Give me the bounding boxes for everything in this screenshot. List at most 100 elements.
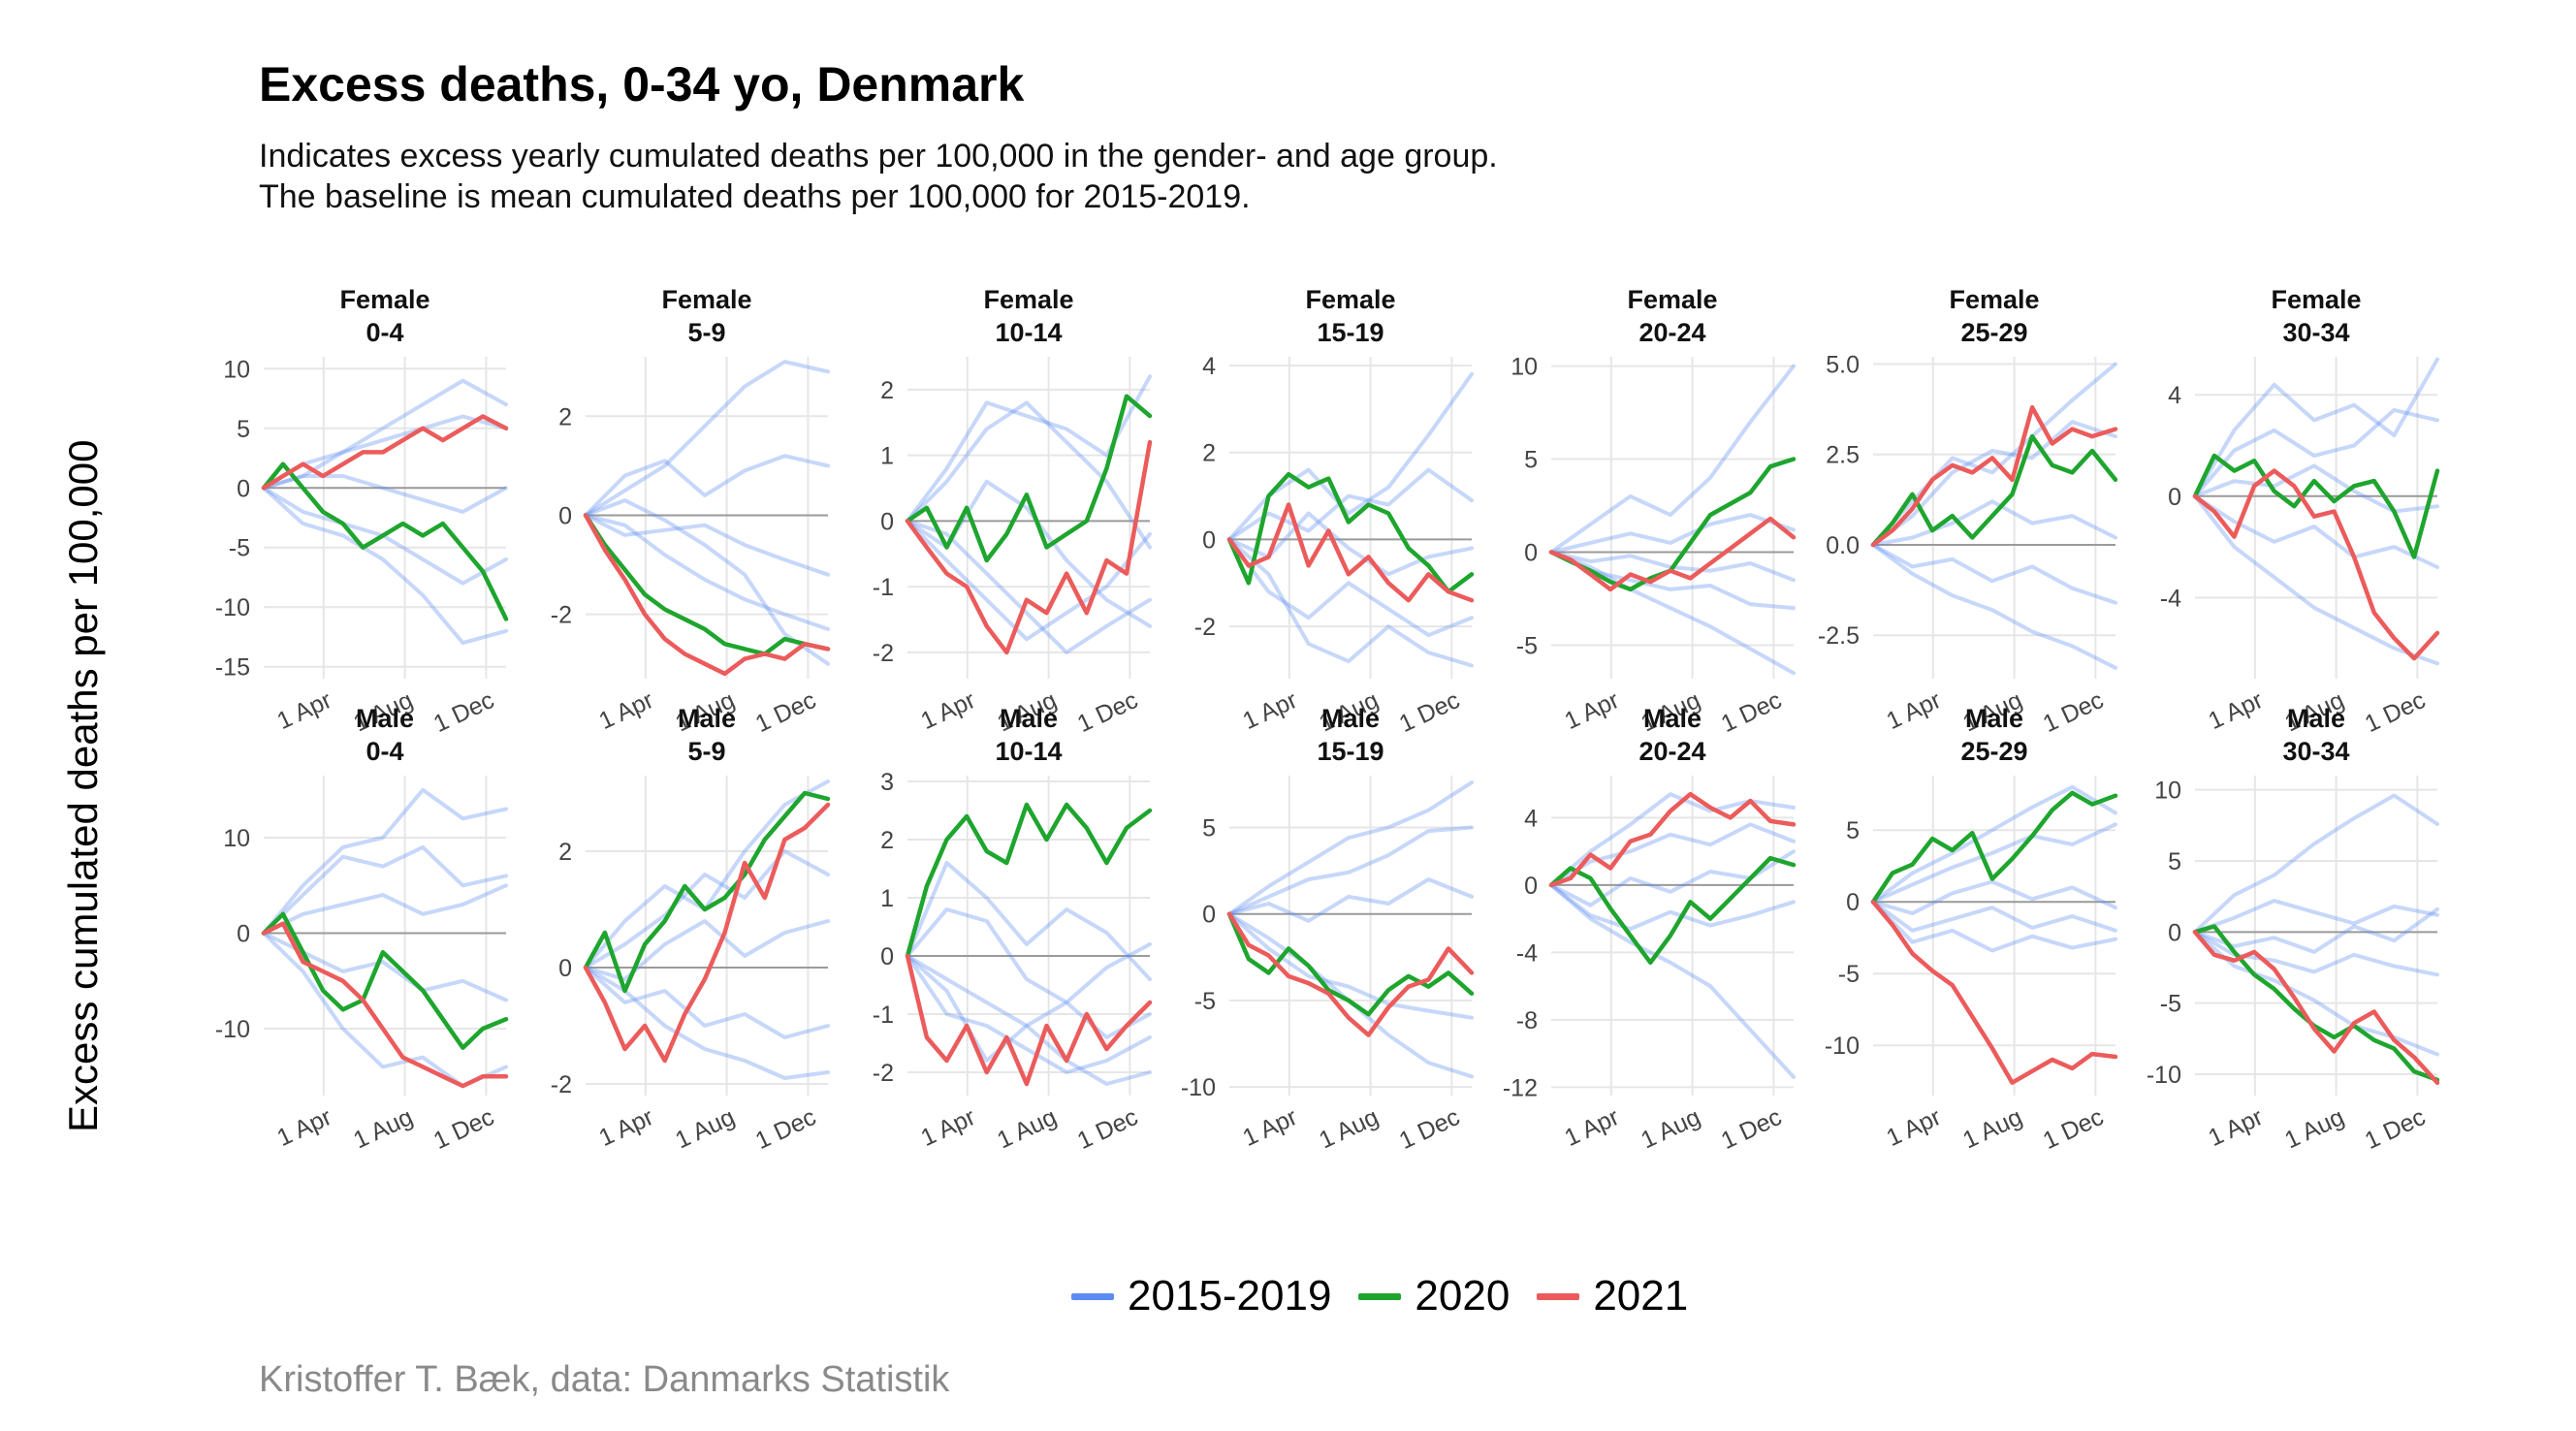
x-tick-label: 1 Apr bbox=[1561, 1103, 1624, 1152]
series-line-2015-2019 bbox=[1227, 911, 1474, 1020]
series-line-2015-2019 bbox=[2193, 899, 2439, 935]
legend-key-2020 bbox=[1358, 1292, 1402, 1300]
x-tick-label: 1 Apr bbox=[273, 686, 336, 735]
x-tick-label: 1 Apr bbox=[1239, 1103, 1302, 1152]
panel-gender-label: Female bbox=[1949, 285, 2039, 314]
panel-male-25-29: Male 25-29 1 Apr 1 Aug 1 Dec 5 0 -5 -10 bbox=[1825, 704, 2118, 1155]
series-line-2021 bbox=[1226, 911, 1475, 1037]
series-line-2015-2019 bbox=[1871, 420, 2117, 547]
x-tick-label: 1 Apr bbox=[1239, 686, 1302, 735]
x-tick-label: 1 Dec bbox=[2039, 686, 2108, 738]
y-tick-label: -4 bbox=[2160, 585, 2181, 612]
y-tick-label: -5 bbox=[2160, 991, 2181, 1018]
y-tick-label: 5 bbox=[1202, 815, 1216, 843]
panel-age-label: 5-9 bbox=[687, 737, 725, 766]
panel-age-label: 10-14 bbox=[995, 318, 1062, 347]
series-line-2015-2019 bbox=[1871, 362, 2117, 547]
series-line-2015-2019 bbox=[2193, 493, 2439, 666]
x-tick-label: 1 Apr bbox=[595, 1103, 658, 1152]
x-tick-label: 1 Dec bbox=[1395, 686, 1464, 738]
chart-subtitle-line-1: Indicates excess yearly cumulated deaths… bbox=[259, 138, 1498, 175]
series-line-2015-2019 bbox=[906, 954, 1152, 1086]
panel-male-20-24: Male 20-24 1 Apr 1 Aug 1 Dec 4 0 -4 -8 -12 bbox=[1503, 704, 1797, 1155]
y-tick-label: 0 bbox=[558, 502, 572, 529]
x-tick-label: 1 Aug bbox=[2280, 1103, 2348, 1154]
panel-gender-label: Female bbox=[1627, 285, 1717, 314]
y-tick-label: 10 bbox=[223, 356, 250, 383]
y-tick-label: -2 bbox=[873, 1060, 894, 1087]
panel-male-10-14: Male 10-14 1 Apr 1 Aug 1 Dec 3 2 1 0 -1 -2 bbox=[873, 704, 1153, 1155]
y-tick-label: 0 bbox=[880, 508, 894, 535]
x-tick-label: 1 Dec bbox=[429, 686, 498, 738]
series-line-2015-2019 bbox=[262, 378, 508, 491]
y-tick-label: 2 bbox=[558, 839, 572, 866]
panel-age-label: 20-24 bbox=[1638, 737, 1705, 766]
y-tick-label: -2.5 bbox=[1818, 622, 1860, 650]
panel-gender-label: Female bbox=[1305, 285, 1395, 314]
x-tick-label: 1 Apr bbox=[2205, 1103, 2268, 1152]
y-tick-label: 1 bbox=[880, 443, 894, 470]
y-tick-label: -4 bbox=[1516, 939, 1538, 967]
series-line-2020 bbox=[905, 802, 1153, 959]
series-line-2020 bbox=[1870, 433, 2118, 548]
panel-male-5-9: Male 5-9 1 Apr 1 Aug 1 Dec 2 0 -2 bbox=[551, 704, 831, 1155]
x-tick-label: 1 Dec bbox=[1073, 1103, 1142, 1155]
y-tick-label: 4 bbox=[1524, 805, 1538, 832]
series-line-2020 bbox=[1226, 911, 1475, 1017]
y-tick-label: 2.5 bbox=[1826, 442, 1860, 469]
x-tick-label: 1 Aug bbox=[349, 1103, 417, 1154]
panel-age-label: 25-29 bbox=[1960, 737, 2027, 766]
series-line-2015-2019 bbox=[1227, 877, 1474, 923]
panel-gender-label: Female bbox=[661, 285, 751, 314]
chart-caption: Kristoffer T. Bæk, data: Danmarks Statis… bbox=[259, 1359, 950, 1400]
series-line-2015-2019 bbox=[2193, 930, 2439, 977]
series-line-2015-2019 bbox=[1227, 825, 1474, 916]
panel-gender-label: Male bbox=[2287, 704, 2345, 733]
series-line-2015-2019 bbox=[262, 844, 508, 936]
panel-age-label: 0-4 bbox=[366, 737, 403, 766]
series-line-2020 bbox=[1548, 855, 1797, 966]
x-tick-label: 1 Dec bbox=[429, 1103, 498, 1155]
series-line-2021 bbox=[1870, 899, 2118, 1085]
y-tick-label: -2 bbox=[1194, 614, 1216, 641]
x-tick-label: 1 Dec bbox=[2361, 1103, 2430, 1155]
series-line-2015-2019 bbox=[1871, 784, 2117, 905]
y-tick-label: 3 bbox=[880, 769, 894, 796]
y-tick-label: 10 bbox=[1511, 354, 1538, 381]
panel-gender-label: Female bbox=[983, 285, 1073, 314]
chart-title: Excess deaths, 0-34 yo, Denmark bbox=[259, 57, 1025, 111]
x-tick-label: 1 Apr bbox=[1883, 686, 1946, 735]
panel-age-label: 0-4 bbox=[366, 318, 403, 347]
y-tick-label: 0 bbox=[1202, 526, 1216, 554]
series-line-2021 bbox=[261, 921, 509, 1089]
y-tick-label: -5 bbox=[1838, 961, 1860, 988]
y-tick-label: 0 bbox=[237, 921, 250, 948]
series-line-2015-2019 bbox=[584, 919, 830, 981]
series-line-2015-2019 bbox=[1227, 537, 1474, 668]
series-line-2015-2019 bbox=[1227, 537, 1474, 638]
series-line-2015-2019 bbox=[1871, 543, 2117, 605]
series-line-2021 bbox=[2192, 930, 2440, 1086]
y-tick-label: 5 bbox=[1524, 447, 1538, 474]
panel-gender-label: Male bbox=[1000, 704, 1058, 733]
series-line-2015-2019 bbox=[584, 966, 830, 1039]
y-tick-label: 0 bbox=[558, 955, 572, 982]
x-tick-label: 1 Dec bbox=[1073, 686, 1142, 738]
series-line-2015-2019 bbox=[584, 454, 830, 518]
legend: 2015-2019 2020 2021 bbox=[1071, 1272, 1688, 1320]
y-tick-label: 5 bbox=[1846, 817, 1860, 844]
y-tick-label: 2 bbox=[558, 403, 572, 430]
y-tick-label: 0 bbox=[1202, 902, 1216, 929]
series-line-2020 bbox=[905, 394, 1153, 563]
x-tick-label: 1 Aug bbox=[1315, 1103, 1383, 1154]
x-tick-label: 1 Aug bbox=[1958, 1103, 2026, 1154]
panel-age-label: 30-34 bbox=[2282, 737, 2349, 766]
panel-age-label: 5-9 bbox=[687, 318, 725, 347]
legend-label-2021: 2021 bbox=[1593, 1272, 1689, 1320]
x-tick-label: 1 Dec bbox=[2039, 1103, 2108, 1155]
series-line-2015-2019 bbox=[1549, 364, 1796, 555]
x-tick-label: 1 Aug bbox=[1637, 1103, 1704, 1154]
series-line-2015-2019 bbox=[1549, 882, 1796, 1079]
